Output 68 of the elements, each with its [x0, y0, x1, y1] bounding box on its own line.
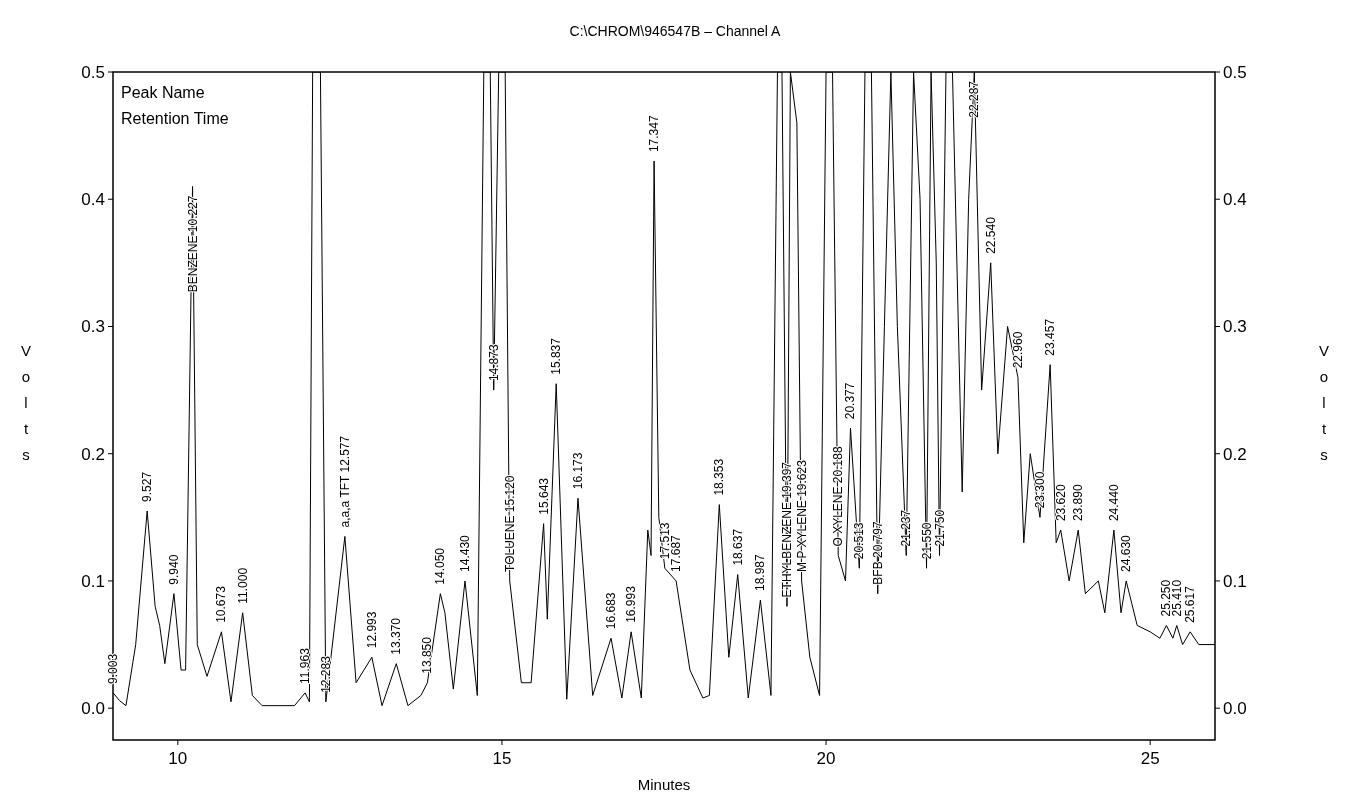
- annotation: 21.750: [932, 509, 947, 547]
- annotation: 14.430: [457, 534, 472, 572]
- annotation: 14.050: [433, 547, 448, 585]
- y-tick-label: 0.1: [81, 571, 105, 591]
- annotation: 17.347: [647, 115, 662, 153]
- y2-axis-title: Volts: [1318, 342, 1330, 463]
- annotation: 25.410: [1169, 579, 1184, 617]
- annotation: 23.620: [1053, 484, 1068, 522]
- annotation: 10.673: [214, 585, 229, 623]
- annotation: 20.513: [852, 522, 867, 560]
- y-tick-label: 0.3: [81, 317, 105, 337]
- annotation: 21.550: [919, 522, 934, 560]
- annotation: 15.643: [536, 477, 551, 515]
- annotation: O XYLENE 20.188: [831, 446, 846, 547]
- x-axis-title: Minutes: [637, 776, 691, 793]
- y-tick-label: 0.0: [81, 699, 105, 719]
- annotation: 9.940: [166, 554, 181, 585]
- annotation: 24.630: [1119, 534, 1134, 572]
- x-tick-label: 10: [168, 749, 188, 768]
- annotation: 12.283: [318, 655, 333, 693]
- x-tick-label: 25: [1140, 749, 1160, 768]
- annotation: 17.687: [669, 534, 684, 572]
- annotation: 16.993: [624, 585, 639, 623]
- annotation: a,a,a TFT 12.577: [337, 435, 352, 528]
- annotation: 22.287: [967, 80, 982, 118]
- annotation: TOLUENE 15.120: [502, 475, 517, 572]
- annotation: 23.457: [1043, 318, 1058, 356]
- annotation: 23.300: [1032, 471, 1047, 509]
- annotation: 16.173: [570, 452, 585, 490]
- annotation: 18.987: [753, 554, 768, 592]
- annotation: 25.617: [1183, 585, 1198, 623]
- annotation: ETHYLBENZENE 19.397: [779, 461, 794, 598]
- y-tick-label: 0.4: [81, 190, 105, 210]
- annotation: 15.837: [549, 337, 564, 375]
- y2-tick-label: 0.5: [1223, 63, 1247, 82]
- y-tick-label: 0.2: [81, 444, 105, 464]
- annotation: 18.637: [730, 528, 745, 566]
- annotation: 9.003: [106, 653, 121, 684]
- annotation: BENZENE 10.227: [185, 195, 200, 293]
- annotation: 13.370: [389, 617, 404, 655]
- annotation: 22.960: [1010, 331, 1025, 369]
- annotation: 16.683: [604, 592, 619, 630]
- annotation: 12.993: [364, 611, 379, 649]
- annotation: 14.873: [486, 344, 501, 382]
- annotation: 23.890: [1071, 484, 1086, 522]
- y2-tick-label: 0.2: [1223, 444, 1247, 464]
- annotation: Retention Time: [121, 110, 229, 127]
- y-axis-title: Volts: [20, 342, 32, 463]
- annotation: 13.850: [420, 636, 435, 674]
- annotation: 24.440: [1106, 484, 1121, 522]
- annotation: 22.540: [983, 216, 998, 254]
- y2-tick-label: 0.3: [1223, 317, 1247, 337]
- annotation: 21.237: [899, 509, 914, 547]
- annotation: 17.513: [657, 522, 672, 560]
- annotation: 11.000: [235, 567, 250, 604]
- annotation: 9.527: [140, 471, 155, 502]
- y-tick-label: 0.5: [81, 63, 105, 82]
- x-tick-label: 15: [492, 749, 512, 768]
- y2-tick-label: 0.1: [1223, 571, 1247, 591]
- annotation: BFB 20.797: [870, 520, 885, 585]
- x-tick-label: 20: [816, 749, 836, 768]
- chart-title: C:\CHROM\946547B – Channel A: [569, 23, 782, 39]
- annotation: 11.963: [298, 647, 313, 684]
- y2-tick-label: 0.0: [1223, 699, 1247, 719]
- annotation: Peak Name: [121, 84, 205, 101]
- annotation: 18.353: [712, 458, 727, 496]
- y2-tick-label: 0.4: [1223, 190, 1247, 210]
- annotation: 20.377: [843, 382, 858, 420]
